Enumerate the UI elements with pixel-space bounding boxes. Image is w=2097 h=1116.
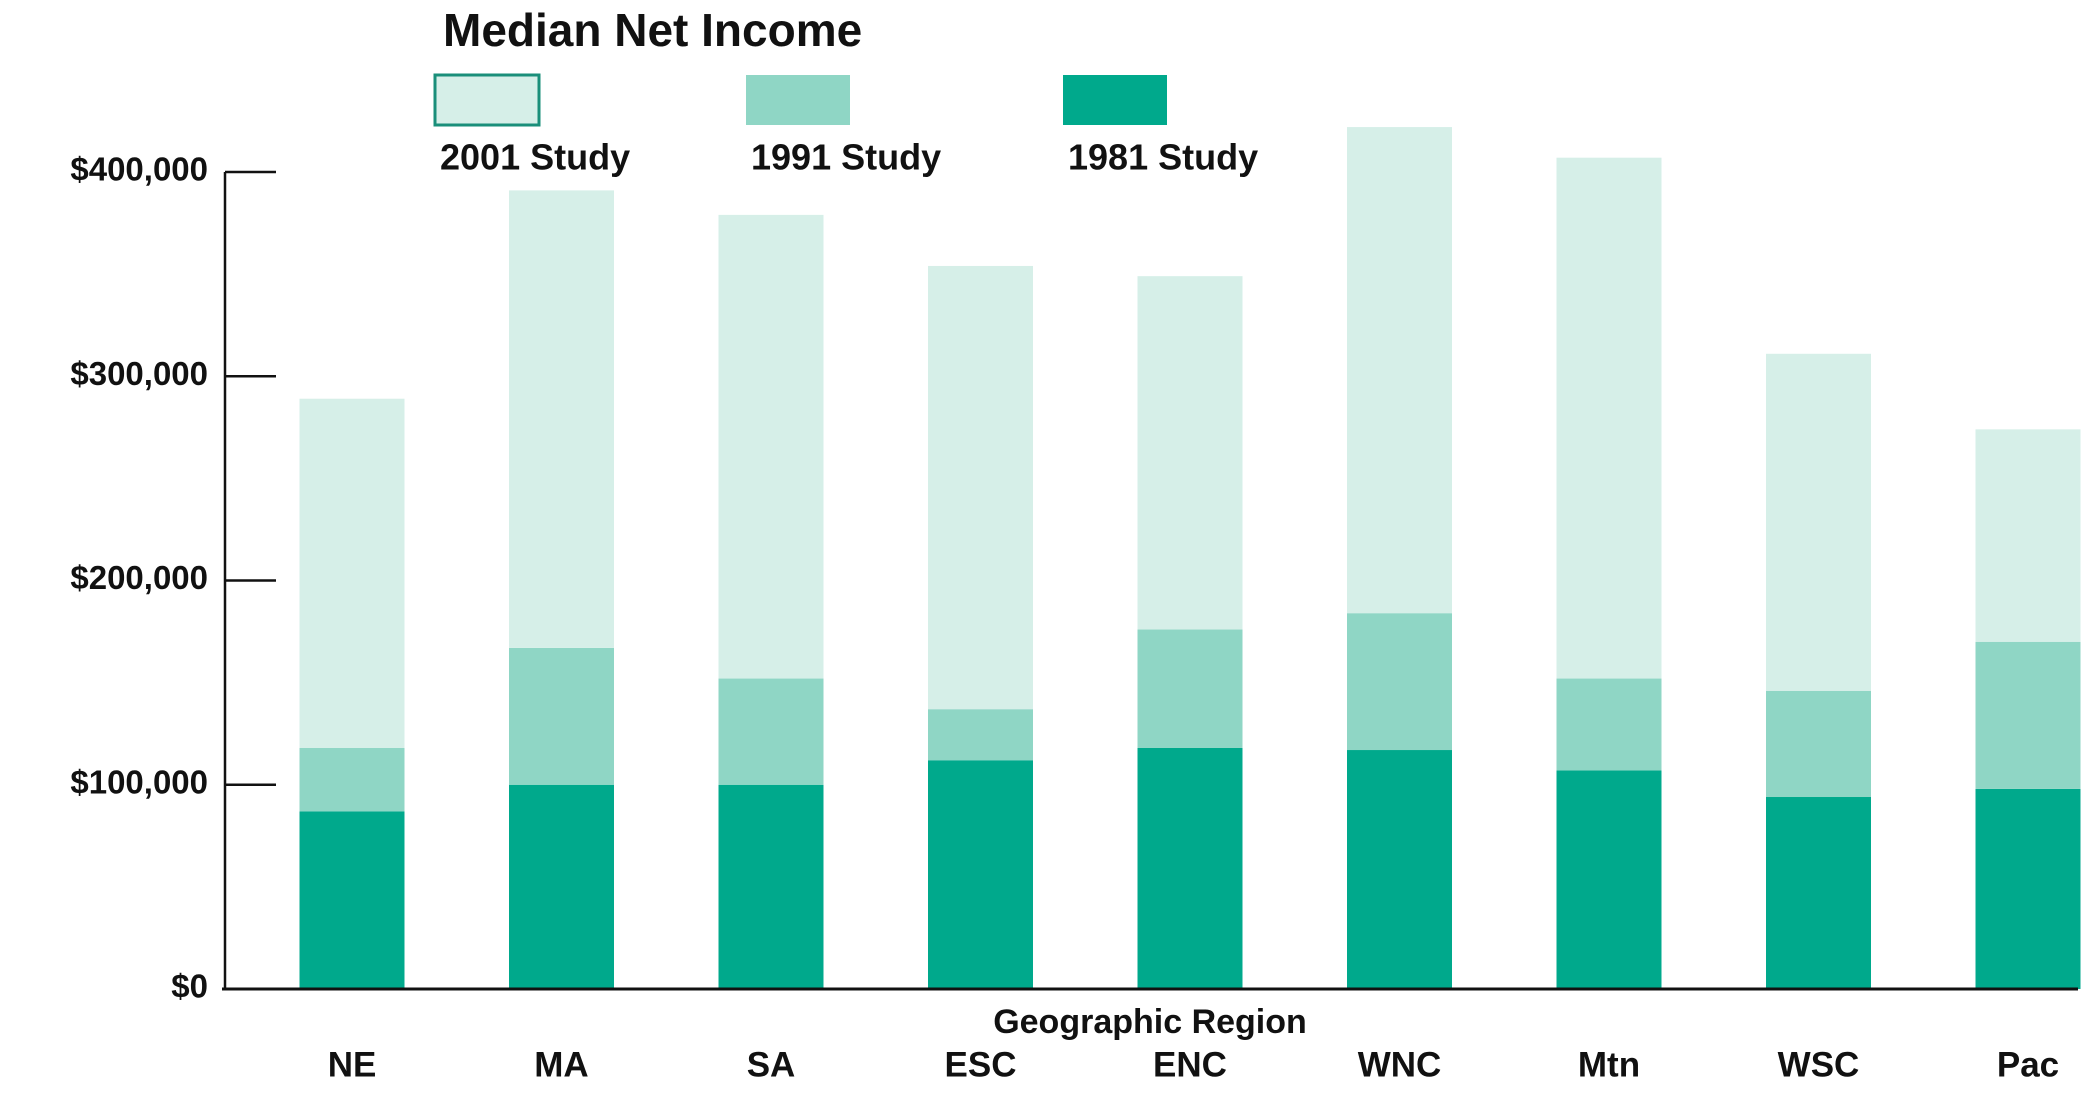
bar-segment (1137, 276, 1243, 630)
x-tick-label: Mtn (1578, 1045, 1640, 1084)
legend-label: 1981 Study (1068, 137, 1258, 178)
bar-segment (1766, 690, 1871, 798)
bar-segment (299, 811, 405, 989)
bar-segment (928, 760, 1033, 989)
x-tick-label: Pac (1997, 1045, 2059, 1084)
bar-segment (1556, 770, 1662, 989)
bar-segment (1556, 157, 1662, 679)
bar-segment (1347, 750, 1452, 989)
x-tick-label: MA (534, 1045, 588, 1084)
bar-segment (1975, 641, 2081, 789)
bar-segment (718, 678, 824, 785)
bar-segment (928, 265, 1033, 710)
bar-segment (299, 747, 405, 812)
x-tick-label: WSC (1778, 1045, 1860, 1084)
x-tick-label: NE (328, 1045, 377, 1084)
legend-label: 2001 Study (440, 137, 630, 178)
y-tick-label: $400,000 (70, 151, 208, 188)
legend-label: 1991 Study (751, 137, 941, 178)
bar-segment (509, 647, 614, 785)
legend-swatch (1063, 75, 1167, 125)
x-tick-label: SA (747, 1045, 796, 1084)
bar-segment (928, 709, 1033, 761)
x-tick-label: WNC (1358, 1045, 1442, 1084)
x-axis-title: Geographic Region (993, 1003, 1307, 1041)
bar-segment (1137, 629, 1243, 748)
bar-segment (509, 190, 614, 648)
legend-swatch (746, 75, 850, 125)
legend-swatch (433, 73, 541, 127)
bar-segment (509, 784, 614, 989)
bar-segment (1347, 127, 1452, 614)
bar-segment (1975, 429, 2081, 642)
bar-segment (718, 214, 824, 679)
bar-segment (1347, 613, 1452, 751)
bar-segment (1766, 797, 1871, 989)
bar-segment (1137, 747, 1243, 989)
chart-title: Median Net Income (443, 4, 862, 56)
bar-segment (1556, 678, 1662, 771)
y-tick-label: $300,000 (70, 355, 208, 392)
y-tick-label: $100,000 (70, 763, 208, 800)
bar-segment (1766, 353, 1871, 691)
x-tick-label: ENC (1153, 1045, 1227, 1084)
y-tick-label: $0 (171, 968, 208, 1005)
bar-segment (299, 398, 405, 748)
bar-segment (1975, 788, 2081, 989)
y-tick-label: $200,000 (70, 559, 208, 596)
bar-segment (718, 784, 824, 989)
x-tick-label: ESC (945, 1045, 1017, 1084)
